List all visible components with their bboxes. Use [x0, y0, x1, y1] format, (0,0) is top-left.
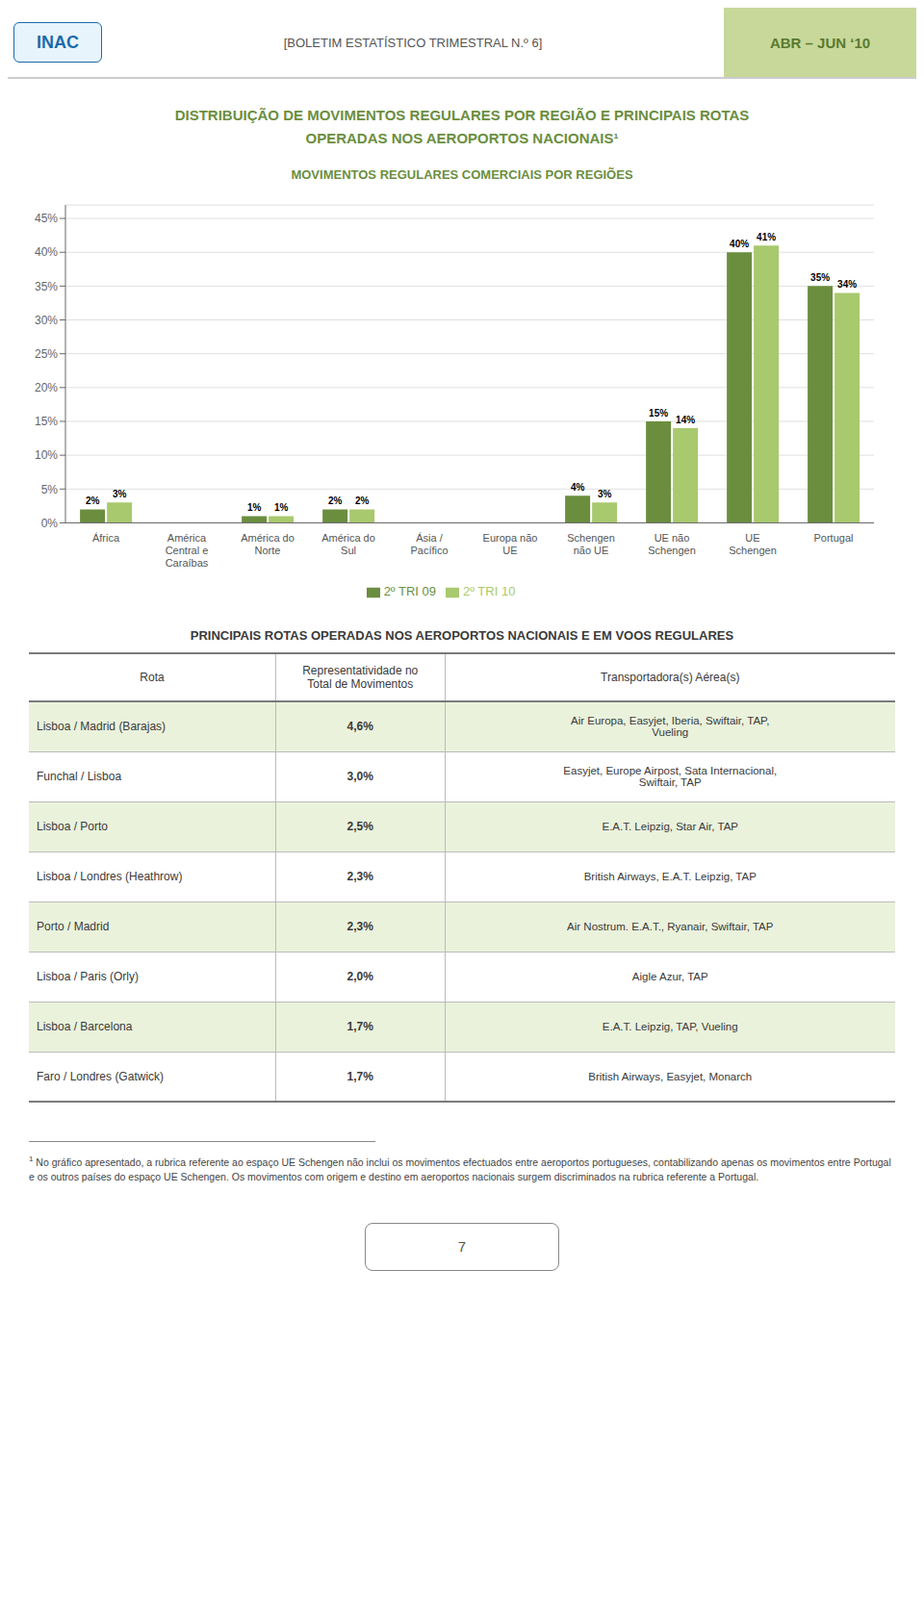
- html-text:2º TRI 10: 2º TRI 10: [462, 584, 516, 600]
- svg-text:3%: 3%: [112, 488, 128, 500]
- html-text:Faro / Londres (Gatwick): Faro / Londres (Gatwick): [36, 1070, 164, 1084]
- html-text:OPERADAS NOS AEROPORTOS NACION: OPERADAS NOS AEROPORTOS NACIONAIS¹: [305, 129, 619, 147]
- html-text:2,0%: 2,0%: [347, 970, 374, 984]
- html-text:1,7%: 1,7%: [347, 1020, 374, 1034]
- svg-text:Portugal: Portugal: [814, 532, 854, 544]
- svg-text:América doSul: América doSul: [321, 532, 376, 557]
- svg-text:Schengennão UE: Schengennão UE: [566, 532, 616, 557]
- html-text:3,0%: 3,0%: [347, 770, 374, 784]
- svg-text:0%: 0%: [41, 516, 59, 531]
- html-text:Aigle Azur, TAP: Aigle Azur, TAP: [632, 971, 709, 983]
- svg-text:5%: 5%: [41, 483, 59, 497]
- svg-text:34%: 34%: [837, 279, 857, 290]
- svg-text:10%: 10%: [34, 448, 58, 462]
- html-text:Lisboa / Porto: Lisboa / Porto: [36, 820, 108, 834]
- html-text:Lisboa / Barcelona: Lisboa / Barcelona: [36, 1020, 133, 1034]
- svg-text:20%: 20%: [34, 381, 58, 395]
- svg-text:2%: 2%: [355, 495, 370, 507]
- html-text:Lisboa / Paris (Orly): Lisboa / Paris (Orly): [36, 970, 139, 984]
- html-text:2,3%: 2,3%: [347, 920, 374, 934]
- html-text:2º TRI 09: 2º TRI 09: [383, 584, 437, 600]
- html-text:Lisboa / Madrid (Barajas): Lisboa / Madrid (Barajas): [36, 720, 166, 734]
- svg-text:2%: 2%: [328, 495, 343, 507]
- html-text:1No gráfico apresentado, a rub: 1No gráfico apresentado, a rubrica refer…: [28, 1155, 892, 1183]
- html-text:Air Europa, Easyjet, Iberia, S: Air Europa, Easyjet, Iberia, Swiftair, T…: [570, 715, 770, 739]
- html-text:Easyjet, Europe Airpost, Sata: Easyjet, Europe Airpost, Sata Internacio…: [563, 765, 777, 789]
- svg-text:35%: 35%: [810, 272, 830, 283]
- svg-text:25%: 25%: [34, 347, 58, 361]
- html-text:British Airways, E.A.T. Leipzi: British Airways, E.A.T. Leipzig, TAP: [583, 871, 757, 883]
- svg-text:41%: 41%: [756, 231, 776, 243]
- html-text:MOVIMENTOS REGULARES COMERCIAI: MOVIMENTOS REGULARES COMERCIAIS POR REGI…: [291, 167, 633, 182]
- html-text:ABR – JUN ‘10: ABR – JUN ‘10: [769, 34, 871, 51]
- svg-text:3%: 3%: [597, 488, 613, 500]
- html-text:7: 7: [457, 1238, 467, 1256]
- svg-text:América doNorte: América doNorte: [240, 532, 295, 557]
- svg-text:Ásia /Pacífico: Ásia /Pacífico: [410, 532, 448, 557]
- html-text:2,3%: 2,3%: [347, 870, 374, 884]
- html-text:PRINCIPAIS ROTAS OPERADAS NOS: PRINCIPAIS ROTAS OPERADAS NOS AEROPORTOS…: [190, 628, 734, 643]
- html-text:1,7%: 1,7%: [347, 1070, 374, 1084]
- html-text:Lisboa / Londres (Heathrow): Lisboa / Londres (Heathrow): [36, 870, 183, 884]
- svg-text:4%: 4%: [570, 482, 586, 493]
- html-text:2,5%: 2,5%: [347, 820, 374, 834]
- html-text:INAC: INAC: [36, 32, 79, 52]
- svg-text:AméricaCentral eCaraíbas: AméricaCentral eCaraíbas: [165, 532, 209, 569]
- svg-text:África: África: [92, 532, 121, 544]
- html-text:Porto / Madrid: Porto / Madrid: [36, 920, 110, 934]
- html-text:E.A.T. Leipzig, Star Air, TAP: E.A.T. Leipzig, Star Air, TAP: [602, 821, 739, 833]
- html-text:Transportadora(s) Aérea(s): Transportadora(s) Aérea(s): [600, 670, 740, 685]
- svg-text:35%: 35%: [34, 280, 58, 294]
- html-text:[BOLETIM ESTATÍSTICO TRIMESTRA: [BOLETIM ESTATÍSTICO TRIMESTRAL N.º 6]: [283, 35, 543, 50]
- html-text:E.A.T. Leipzig, TAP, Vueling: E.A.T. Leipzig, TAP, Vueling: [602, 1021, 738, 1033]
- svg-text:15%: 15%: [648, 408, 668, 419]
- svg-text:14%: 14%: [675, 414, 695, 426]
- svg-text:Europa nãoUE: Europa nãoUE: [483, 532, 539, 557]
- html-text:Air Nostrum. E.A.T., Ryanair,: Air Nostrum. E.A.T., Ryanair, Swiftair, …: [567, 921, 774, 933]
- html-text:Funchal / Lisboa: Funchal / Lisboa: [36, 770, 122, 784]
- html-text:Representatividade no Total de: Representatividade no Total de Movimento…: [302, 664, 419, 692]
- svg-text:30%: 30%: [34, 313, 58, 328]
- svg-text:2%: 2%: [85, 495, 101, 507]
- svg-text:UE nãoSchengen: UE nãoSchengen: [647, 532, 696, 557]
- html-text:British Airways, Easyjet, Mona: British Airways, Easyjet, Monarch: [588, 1071, 753, 1083]
- svg-text:UESchengen: UESchengen: [728, 532, 777, 557]
- svg-text:40%: 40%: [729, 238, 749, 250]
- svg-text:45%: 45%: [34, 211, 58, 226]
- svg-text:1%: 1%: [247, 502, 262, 514]
- svg-text:40%: 40%: [34, 245, 58, 259]
- html-text:Rota: Rota: [139, 670, 165, 685]
- svg-text:15%: 15%: [34, 414, 58, 429]
- svg-text:1%: 1%: [274, 502, 289, 514]
- html-text:DISTRIBUIÇÃO DE MOVIMENTOS REG: DISTRIBUIÇÃO DE MOVIMENTOS REGULARES POR…: [174, 106, 750, 124]
- html-text:4,6%: 4,6%: [347, 720, 374, 734]
